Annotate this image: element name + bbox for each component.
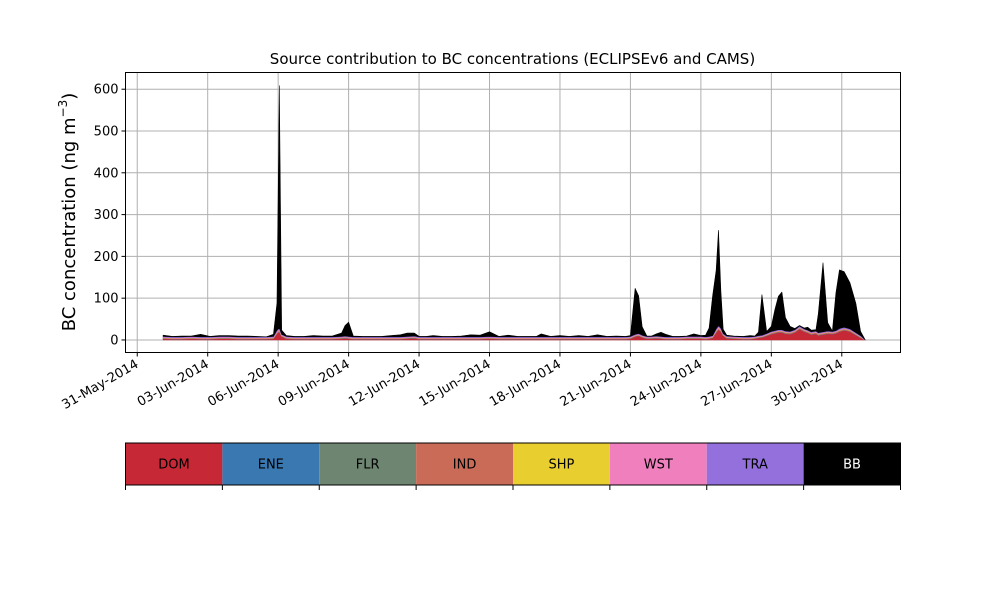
plot-frame [125,72,901,353]
legend-swatch-wst [609,443,707,485]
source-legend: DOM ENE FLR IND SHP WST TRA BB [125,442,901,490]
legend-label-ene: ENE [258,458,284,473]
legend-label-tra: TRA [742,458,768,473]
y-tick-label: 200 [94,250,119,265]
x-tick-label: 12-Jun-2014 [346,357,423,410]
legend-swatch-ene [222,443,320,485]
legend-label-ind: IND [453,458,477,473]
y-tick-label: 500 [94,125,119,140]
y-tick-label: 0 [110,333,118,348]
x-tick-label: 30-Jun-2014 [769,357,846,410]
x-tick-label: 15-Jun-2014 [417,357,494,410]
x-tick-label: 24-Jun-2014 [628,357,705,410]
y-tick-label: 400 [94,166,119,181]
y-axis-label-main: BC concentration (ng m [59,117,80,331]
legend-swatch-dom [125,443,223,485]
x-tick-label: 31-May-2014 [60,357,142,413]
x-tick-label: 21-Jun-2014 [558,357,635,410]
legend-label-bb: BB [843,458,861,473]
legend-swatch-shp [513,443,610,485]
x-tick-label: 18-Jun-2014 [487,357,564,410]
y-axis-label: BC concentration (ng m−3) [56,93,80,332]
x-tick-label: 27-Jun-2014 [699,357,776,410]
y-tick-label: 300 [94,208,119,223]
area-series-bb [162,85,866,341]
y-tick-label: 100 [94,292,119,307]
legend-swatch-ind [416,443,513,485]
legend-swatch-flr [319,443,417,485]
y-tick-label: 600 [94,83,119,98]
legend-swatch-tra [706,443,804,485]
y-axis-label-exponent: −3 [56,100,70,118]
x-tick-label: 03-Jun-2014 [135,357,212,410]
stacked-areas [162,85,866,341]
x-axis-ticks: 31-May-201403-Jun-201406-Jun-201409-Jun-… [60,352,846,413]
legend-label-wst: WST [644,458,673,473]
legend-label-flr: FLR [356,458,380,473]
x-tick-label: 09-Jun-2014 [276,357,353,410]
y-axis-ticks: 0 100 200 300 400 500 600 [94,83,126,348]
grid-lines [125,72,901,353]
legend-swatch-bb [803,443,901,485]
chart-title: Source contribution to BC concentrations… [270,50,755,68]
legend-label-dom: DOM [158,458,189,473]
y-axis-label-suffix: ) [59,93,80,100]
x-tick-label: 06-Jun-2014 [205,357,282,410]
legend-label-shp: SHP [549,458,575,473]
